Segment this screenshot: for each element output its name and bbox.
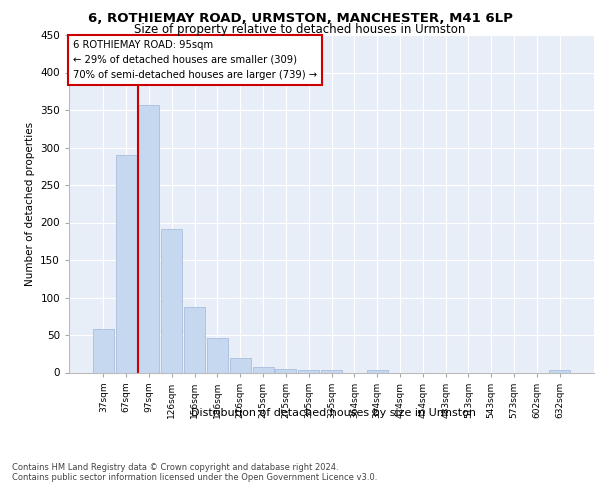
Bar [275, 369, 296, 372]
Bar [139, 105, 160, 372]
Bar [184, 306, 205, 372]
Bar [230, 358, 251, 372]
Text: 6 ROTHIEMAY ROAD: 95sqm
← 29% of detached houses are smaller (309)
70% of semi-d: 6 ROTHIEMAY ROAD: 95sqm ← 29% of detache… [73, 40, 317, 80]
Text: Size of property relative to detached houses in Urmston: Size of property relative to detached ho… [134, 22, 466, 36]
Bar [116, 155, 137, 372]
Bar [321, 370, 342, 372]
Bar [549, 370, 570, 372]
Bar [161, 228, 182, 372]
Text: Contains public sector information licensed under the Open Government Licence v3: Contains public sector information licen… [12, 472, 377, 482]
Bar [253, 366, 274, 372]
Bar [367, 370, 388, 372]
Y-axis label: Number of detached properties: Number of detached properties [25, 122, 35, 286]
Bar [207, 338, 228, 372]
Text: Distribution of detached houses by size in Urmston: Distribution of detached houses by size … [191, 408, 476, 418]
Bar [298, 370, 319, 372]
Text: 6, ROTHIEMAY ROAD, URMSTON, MANCHESTER, M41 6LP: 6, ROTHIEMAY ROAD, URMSTON, MANCHESTER, … [88, 12, 512, 26]
Text: Contains HM Land Registry data © Crown copyright and database right 2024.: Contains HM Land Registry data © Crown c… [12, 462, 338, 471]
Bar [93, 329, 114, 372]
